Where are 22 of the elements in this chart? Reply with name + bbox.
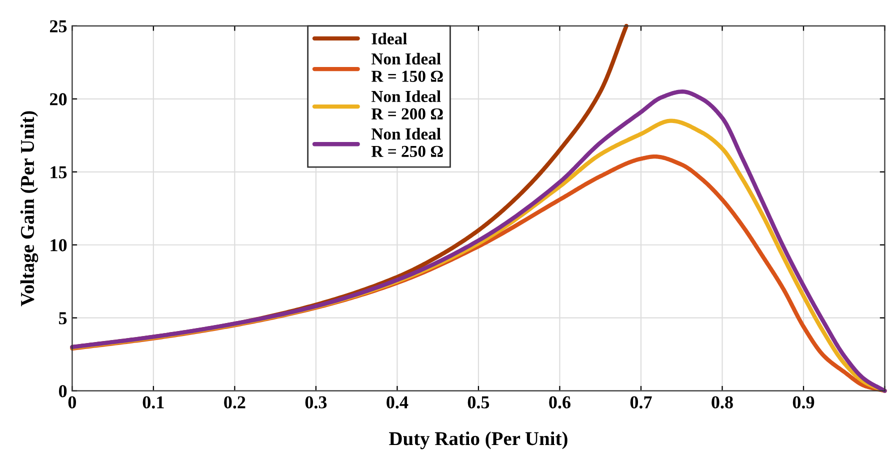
x-tick-label: 0.3 (305, 396, 327, 408)
y-tick-label: 5 (59, 312, 67, 324)
x-tick-label: 0.4 (386, 396, 408, 408)
legend-label: Ideal (372, 32, 407, 44)
x-tick-label: 0.7 (630, 396, 652, 408)
x-tick-label: 0.5 (468, 396, 490, 408)
x-axis-title: Duty Ratio (Per Unit) (389, 432, 568, 450)
x-tick-label: 0 (68, 396, 76, 408)
x-tick-label: 0.9 (792, 396, 814, 408)
legend-label: Non Ideal R = 250 Ω (371, 128, 443, 158)
y-tick-label: 0 (58, 385, 67, 398)
legend-label: Non Ideal R = 150 Ω (371, 52, 443, 82)
y-tick-label: 20 (50, 93, 67, 106)
y-axis-title: Voltage Gain (Per Unit) (20, 111, 38, 306)
y-tick-label: 10 (50, 239, 67, 252)
x-tick-label: 0.8 (712, 396, 733, 408)
y-tick-label: 25 (50, 20, 67, 32)
x-tick-label: 0.6 (549, 396, 570, 408)
y-tick-label: 15 (50, 166, 67, 178)
x-tick-label: 0.2 (224, 396, 246, 408)
x-tick-label: 0.1 (142, 396, 164, 408)
legend-label: Non Ideal R = 200 Ω (371, 90, 443, 120)
